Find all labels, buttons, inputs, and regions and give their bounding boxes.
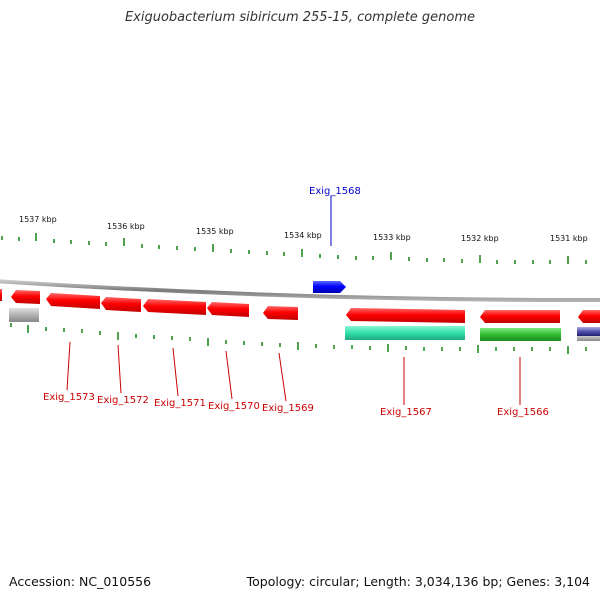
label-leader-lines: [66, 196, 521, 405]
kbp-label: 1534 kbp: [284, 231, 322, 240]
gene-arrow[interactable]: [11, 290, 40, 304]
feature-block-gray[interactable]: [577, 335, 600, 341]
feature-ring: [9, 308, 600, 341]
leader-line-exig-1573: [66, 341, 71, 391]
accession-text: Accession: NC_010556: [9, 574, 152, 589]
map-title: Exiguobacterium sibiricum 255-15, comple…: [124, 10, 476, 25]
gene-arrow-exig-1571[interactable]: [143, 299, 206, 315]
gene-label-exig-1571[interactable]: Exig_1571: [154, 398, 206, 409]
kbp-label: 1537 kbp: [19, 215, 57, 224]
gene-arrow-exig-1568[interactable]: [313, 281, 346, 293]
gene-label-exig-1566[interactable]: Exig_1566: [497, 407, 549, 418]
feature-block-purple[interactable]: [577, 327, 600, 336]
leader-line-exig-1570: [225, 350, 233, 400]
gene-label-exig-1573[interactable]: Exig_1573: [43, 392, 95, 403]
gene-arrow-exig-1566[interactable]: [480, 310, 560, 323]
outer-tick-ring: [1, 233, 587, 264]
genome-backbone: [0, 279, 600, 303]
inner-tick-ring: [10, 323, 587, 354]
gene-label-exig-1567[interactable]: Exig_1567: [380, 407, 432, 418]
gene-arrow-exig-1573[interactable]: [46, 293, 100, 309]
leader-line-exig-1571: [172, 347, 179, 397]
kbp-label: 1533 kbp: [373, 233, 411, 242]
kbp-label: 1535 kbp: [196, 227, 234, 236]
feature-block-gray[interactable]: [9, 308, 39, 322]
gene-label-exig-1568[interactable]: Exig_1568: [309, 186, 361, 197]
gene-label-exig-1572[interactable]: Exig_1572: [97, 395, 149, 406]
gene-label-exig-1570[interactable]: Exig_1570: [208, 401, 260, 412]
gene-arrow[interactable]: [0, 289, 2, 301]
feature-block-green[interactable]: [480, 328, 561, 341]
gene-label-exig-1569[interactable]: Exig_1569: [262, 403, 314, 414]
kbp-label: 1531 kbp: [550, 234, 588, 243]
reverse-strand-genes: [0, 289, 600, 323]
gene-arrow[interactable]: [578, 310, 600, 323]
gene-arrow-exig-1572[interactable]: [101, 297, 141, 312]
leader-line-exig-1572: [117, 344, 122, 394]
kbp-label: 1532 kbp: [461, 234, 499, 243]
kbp-label: 1536 kbp: [107, 222, 145, 231]
gene-arrow-exig-1570[interactable]: [207, 302, 249, 317]
genome-summary-text: Topology: circular; Length: 3,034,136 bp…: [246, 574, 590, 589]
gene-arrow-exig-1569[interactable]: [263, 306, 298, 320]
feature-block-cyan[interactable]: [345, 326, 465, 340]
leader-line-exig-1569: [278, 352, 287, 402]
gene-arrow-exig-1567[interactable]: [346, 308, 465, 323]
